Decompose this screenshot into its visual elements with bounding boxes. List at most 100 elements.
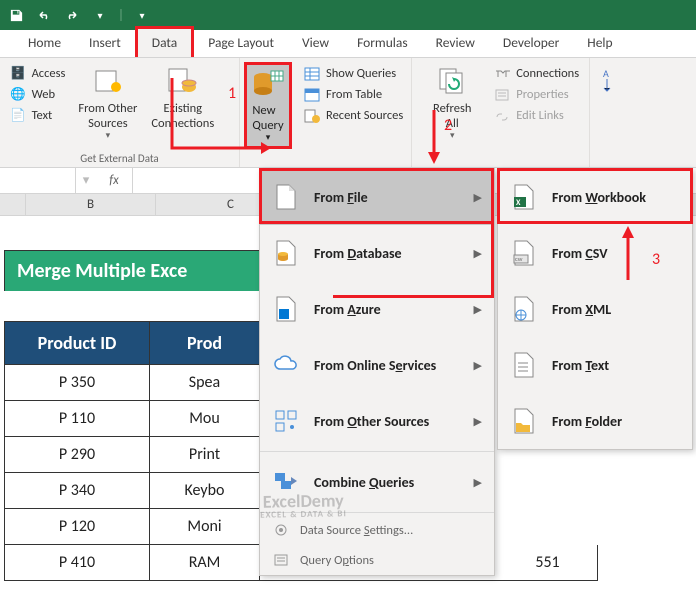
from-web-button[interactable]: 🌐Web — [6, 85, 69, 104]
col-b-header[interactable]: B — [26, 194, 156, 215]
from-table-icon — [304, 88, 320, 102]
show-queries-button[interactable]: Show Queries — [300, 64, 407, 83]
table-cell[interactable]: Moni — [150, 509, 260, 545]
menu-label: From Other Sources — [314, 413, 429, 430]
new-query-icon — [251, 67, 285, 103]
existing-connections-button[interactable]: Existing Connections — [146, 62, 219, 134]
menu-from-database[interactable]: From Database ▶ — [260, 225, 494, 281]
tab-formulas[interactable]: Formulas — [343, 29, 422, 57]
group-sort: A — [590, 58, 632, 167]
from-table-button[interactable]: From Table — [300, 85, 407, 104]
menu-query-options[interactable]: Query Options — [260, 545, 494, 575]
cloud-icon — [272, 351, 300, 379]
tab-insert[interactable]: Insert — [75, 29, 135, 57]
menu-label: Data Source Settings... — [300, 523, 413, 538]
menu-separator — [260, 451, 494, 452]
menu-from-csv[interactable]: csv From CSV — [498, 225, 692, 281]
menu-label: From Azure — [314, 301, 381, 318]
menu-from-online[interactable]: From Online Services ▶ — [260, 337, 494, 393]
chevron-right-icon: ▶ — [474, 247, 482, 260]
workbook-icon: X — [510, 183, 538, 211]
sort-az-icon: A — [601, 65, 621, 95]
table-cell[interactable]: P 120 — [4, 509, 150, 545]
tab-data[interactable]: Data — [135, 26, 194, 57]
tab-home[interactable]: Home — [14, 29, 75, 57]
menu-from-file[interactable]: From File ▶ — [260, 169, 494, 225]
qat-separator: | — [118, 8, 124, 23]
web-icon: 🌐 — [10, 87, 26, 102]
undo-icon[interactable] — [34, 5, 54, 25]
refresh-icon — [436, 65, 468, 97]
title-banner: Merge Multiple Exce — [4, 250, 260, 291]
xml-icon — [510, 295, 538, 323]
watermark: ExcelDemy EXCEL & DATA & BI — [260, 491, 347, 520]
annotation-num-3: 3 — [652, 250, 660, 269]
header-product: Prod — [150, 321, 260, 365]
group-connections: Refresh All ▾ Connections Properties Edi… — [412, 58, 590, 167]
table-cell[interactable]: P 290 — [4, 437, 150, 473]
new-query-highlight: New Query ▾ — [244, 62, 292, 149]
svg-text:A: A — [603, 67, 609, 80]
connections-button[interactable]: Connections — [490, 64, 583, 83]
refresh-label: Refresh All — [433, 101, 471, 131]
save-icon[interactable] — [6, 5, 26, 25]
sort-az-button[interactable]: A — [596, 62, 626, 102]
table-cell[interactable]: P 110 — [4, 401, 150, 437]
annotation-num-2: 2 — [444, 116, 452, 135]
show-queries-icon — [304, 67, 320, 81]
table-cell[interactable]: Spea — [150, 365, 260, 401]
recent-sources-button[interactable]: Recent Sources — [300, 106, 407, 125]
table-cell[interactable]: Print — [150, 437, 260, 473]
table-cell[interactable]: Keybo — [150, 473, 260, 509]
tab-review[interactable]: Review — [422, 29, 489, 57]
text-icon: 📄 — [10, 108, 26, 123]
text-file-icon — [510, 351, 538, 379]
ribbon-tabs: Home Insert Data Page Layout View Formul… — [0, 30, 696, 58]
refresh-all-button[interactable]: Refresh All ▾ — [418, 62, 486, 145]
redo-icon[interactable] — [62, 5, 82, 25]
group-get-external: 🗄️Access 🌐Web 📄Text From Other Sources ▾… — [0, 58, 240, 167]
csv-icon: csv — [510, 239, 538, 267]
table-cell[interactable]: P 340 — [4, 473, 150, 509]
tab-page-layout[interactable]: Page Layout — [194, 29, 288, 57]
tab-help[interactable]: Help — [573, 29, 626, 57]
new-query-button[interactable]: New Query ▾ — [251, 67, 285, 144]
recent-icon — [304, 109, 320, 123]
tab-developer[interactable]: Developer — [489, 29, 573, 57]
chevron-right-icon: ▶ — [474, 359, 482, 372]
from-text-button[interactable]: 📄Text — [6, 106, 69, 125]
other-sources-icon — [92, 65, 124, 97]
new-query-label: New Query — [252, 103, 283, 133]
properties-button: Properties — [490, 85, 583, 104]
from-access-button[interactable]: 🗄️Access — [6, 64, 69, 83]
fx-icon[interactable]: fx — [96, 173, 132, 188]
settings-icon — [272, 521, 290, 539]
menu-from-azure[interactable]: From Azure ▶ — [260, 281, 494, 337]
azure-icon — [272, 295, 300, 323]
from-other-sources-button[interactable]: From Other Sources ▾ — [73, 62, 142, 145]
name-box[interactable] — [0, 168, 76, 193]
table-cell[interactable]: 551 — [498, 545, 598, 581]
folder-icon — [510, 407, 538, 435]
menu-from-text[interactable]: From Text — [498, 337, 692, 393]
menu-from-other-sources[interactable]: From Other Sources ▶ — [260, 393, 494, 449]
properties-icon — [494, 88, 510, 102]
qat-more-icon[interactable]: ▾ — [132, 5, 152, 25]
table-cell[interactable]: RAM — [150, 545, 260, 581]
menu-from-xml[interactable]: From XML — [498, 281, 692, 337]
select-all-corner[interactable] — [0, 194, 26, 215]
menu-from-folder[interactable]: From Folder — [498, 393, 692, 449]
group-get-transform: New Query ▾ Show Queries From Table Rece… — [240, 58, 412, 167]
table-cell[interactable]: P 410 — [4, 545, 150, 581]
menu-from-workbook[interactable]: X From Workbook — [498, 169, 692, 225]
menu-label: From XML — [552, 301, 611, 318]
chevron-right-icon: ▶ — [474, 415, 482, 428]
svg-text:X: X — [516, 198, 521, 208]
table-cell[interactable]: P 350 — [4, 365, 150, 401]
tab-view[interactable]: View — [288, 29, 343, 57]
chevron-right-icon: ▶ — [474, 476, 482, 489]
qat-dropdown-icon[interactable]: ▾ — [90, 5, 110, 25]
menu-label: Combine Queries — [314, 474, 414, 491]
table-cell[interactable]: Mou — [150, 401, 260, 437]
chevron-right-icon: ▶ — [474, 191, 482, 204]
